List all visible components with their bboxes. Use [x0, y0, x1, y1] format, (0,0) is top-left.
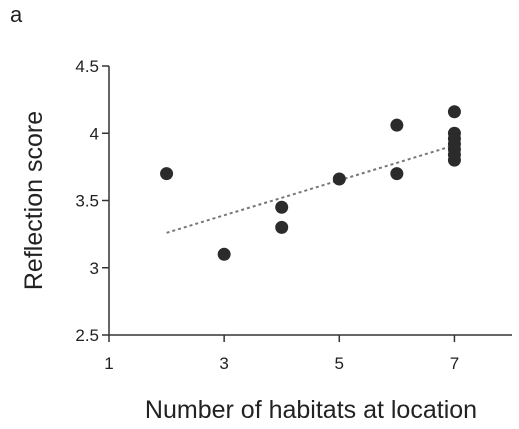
trendline [166, 144, 455, 234]
data-point [332, 172, 346, 186]
y-tick-label: 3.5 [75, 192, 99, 211]
data-point [217, 247, 231, 261]
y-axis-title: Reflection score [20, 111, 48, 290]
data-point [275, 200, 289, 214]
data-point [390, 167, 404, 181]
ticks: 1 3 5 7 2.5 3 3.5 4 4.5 [75, 57, 459, 373]
data-points [160, 105, 461, 261]
y-tick-label: 2.5 [75, 326, 99, 345]
data-point [275, 220, 289, 234]
x-tick-label: 7 [450, 354, 459, 373]
data-point [390, 118, 404, 132]
panel-label: a [10, 2, 23, 27]
x-tick-label: 1 [104, 354, 113, 373]
x-axis-title: Number of habitats at location [145, 396, 477, 424]
data-point [160, 167, 174, 181]
data-point [447, 153, 461, 167]
x-tick-label: 3 [219, 354, 228, 373]
y-tick-label: 4.5 [75, 57, 99, 76]
x-tick-label: 5 [335, 354, 344, 373]
y-tick-label: 3 [90, 259, 99, 278]
data-point [447, 105, 461, 119]
trendline-group [166, 144, 455, 234]
y-tick-label: 4 [90, 124, 99, 143]
